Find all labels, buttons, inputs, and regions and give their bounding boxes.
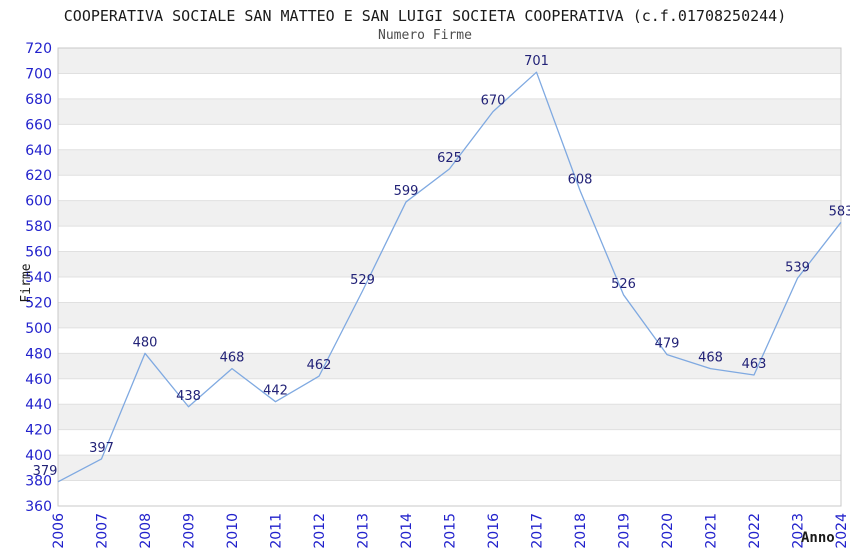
x-tick-label: 2010 bbox=[225, 513, 241, 549]
chart-subtitle: Numero Firme bbox=[378, 28, 472, 43]
point-label: 526 bbox=[611, 277, 636, 292]
plot-border bbox=[57, 47, 842, 507]
x-tick-label: 2006 bbox=[51, 513, 67, 549]
point-label: 468 bbox=[698, 351, 723, 366]
y-tick-label: 560 bbox=[25, 245, 52, 261]
point-label: 442 bbox=[263, 384, 288, 399]
y-tick-label: 360 bbox=[25, 499, 52, 515]
y-tick-label: 380 bbox=[25, 474, 52, 490]
x-tick-label: 2021 bbox=[704, 513, 720, 549]
point-label: 583 bbox=[829, 204, 850, 219]
point-label: 599 bbox=[394, 184, 419, 199]
y-tick-label: 520 bbox=[25, 295, 52, 311]
x-tick-label: 2019 bbox=[617, 513, 633, 549]
point-label: 379 bbox=[33, 464, 58, 479]
point-label: 701 bbox=[524, 54, 549, 69]
x-tick-label: 2008 bbox=[138, 513, 154, 549]
y-tick-label: 660 bbox=[25, 117, 52, 133]
y-tick-label: 640 bbox=[25, 143, 52, 159]
y-tick-label: 620 bbox=[25, 168, 52, 184]
point-label: 480 bbox=[133, 335, 158, 350]
plot-band bbox=[58, 251, 841, 277]
x-tick-label: 2022 bbox=[747, 513, 763, 549]
y-tick-label: 700 bbox=[25, 66, 52, 82]
x-tick-label: 2012 bbox=[312, 513, 328, 549]
y-tick-label: 720 bbox=[25, 41, 52, 57]
point-label: 462 bbox=[307, 358, 332, 373]
y-tick-label: 580 bbox=[25, 219, 52, 235]
point-label: 529 bbox=[350, 273, 375, 288]
y-tick-label: 420 bbox=[25, 423, 52, 439]
x-tick-label: 2011 bbox=[269, 513, 285, 549]
x-tick-label: 2014 bbox=[399, 513, 415, 549]
y-tick-label: 440 bbox=[25, 397, 52, 413]
x-tick-label: 2023 bbox=[791, 513, 807, 549]
y-tick-label: 680 bbox=[25, 92, 52, 108]
x-tick-label: 2017 bbox=[530, 513, 546, 549]
x-tick-label: 2024 bbox=[834, 513, 850, 549]
y-tick-label: 500 bbox=[25, 321, 52, 337]
plot-band bbox=[58, 353, 841, 379]
plot-band bbox=[58, 404, 841, 430]
y-tick-label: 400 bbox=[25, 448, 52, 464]
data-line bbox=[57, 71, 842, 483]
point-label: 463 bbox=[742, 357, 767, 372]
y-tick-label: 600 bbox=[25, 194, 52, 210]
plot-band bbox=[58, 200, 841, 227]
x-tick-label: 2007 bbox=[95, 513, 111, 549]
point-label: 608 bbox=[568, 172, 593, 187]
x-tick-label: 2018 bbox=[573, 513, 589, 549]
x-tick-label: 2009 bbox=[182, 513, 198, 549]
y-axis-title: Firme bbox=[19, 263, 34, 303]
plot-band bbox=[58, 98, 841, 125]
plot-band bbox=[58, 302, 841, 328]
point-label: 625 bbox=[437, 151, 462, 166]
x-tick-label: 2013 bbox=[356, 513, 372, 549]
point-label: 670 bbox=[481, 94, 506, 109]
y-tick-label: 540 bbox=[25, 270, 52, 286]
point-label: 539 bbox=[785, 260, 810, 275]
y-tick-label: 460 bbox=[25, 372, 52, 388]
x-axis-title: Anno bbox=[801, 530, 835, 546]
plot-band bbox=[58, 149, 841, 176]
point-label: 479 bbox=[655, 337, 680, 352]
x-tick-label: 2020 bbox=[660, 513, 676, 549]
plot-band bbox=[58, 48, 841, 74]
plot-band bbox=[58, 455, 841, 481]
y-tick-label: 480 bbox=[25, 346, 52, 362]
point-label: 468 bbox=[220, 351, 245, 366]
chart-title: COOPERATIVA SOCIALE SAN MATTEO E SAN LUI… bbox=[63, 7, 787, 25]
point-label: 397 bbox=[89, 441, 114, 456]
x-tick-label: 2015 bbox=[443, 513, 459, 549]
x-tick-label: 2016 bbox=[486, 513, 502, 549]
point-label: 438 bbox=[176, 389, 201, 404]
